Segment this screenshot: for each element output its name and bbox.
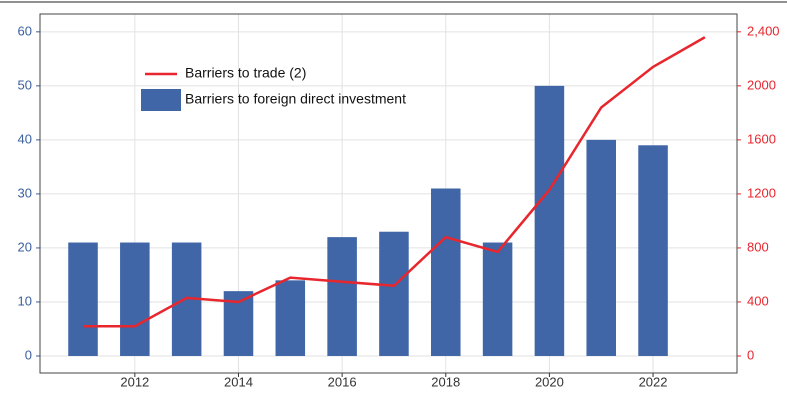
y-tick-label: 60 (18, 23, 32, 38)
y-tick-label: 40 (18, 131, 32, 146)
y2-tick-label: 800 (747, 239, 769, 254)
x-tick-label: 2018 (431, 374, 460, 389)
bar (379, 231, 409, 356)
line (83, 36, 706, 328)
y2-tick-label: 1600 (747, 131, 776, 146)
bar (534, 85, 565, 356)
bar (327, 237, 357, 356)
y2-tick-label: 1200 (747, 185, 776, 200)
y-tick-label: 20 (18, 239, 32, 254)
x-tick-label: 2014 (224, 374, 253, 389)
y2-tick-label: 2000 (747, 77, 776, 92)
bar (120, 242, 150, 356)
legend-swatch (141, 89, 181, 111)
legend-label: Barriers to trade (2) (185, 65, 306, 81)
y2-tick-label: 2,400 (747, 23, 780, 38)
x-tick-label: 2012 (120, 374, 149, 389)
bar (275, 280, 306, 356)
bar (430, 188, 461, 356)
x-tick-label: 2020 (535, 374, 564, 389)
bar (586, 139, 616, 356)
y-tick-label: 30 (18, 185, 32, 200)
bar (482, 242, 513, 356)
plot-frame (39, 13, 738, 374)
y2-tick-label: 0 (747, 347, 754, 362)
y-tick-label: 0 (25, 347, 32, 362)
x-tick-label: 2022 (639, 374, 668, 389)
y2-tick-label: 400 (747, 293, 769, 308)
y-tick-label: 50 (18, 77, 32, 92)
x-tick-label: 2016 (328, 374, 357, 389)
bar (68, 242, 98, 356)
y-tick-label: 10 (18, 293, 32, 308)
bar (638, 145, 668, 356)
legend-label: Barriers to foreign direct investment (185, 91, 406, 107)
